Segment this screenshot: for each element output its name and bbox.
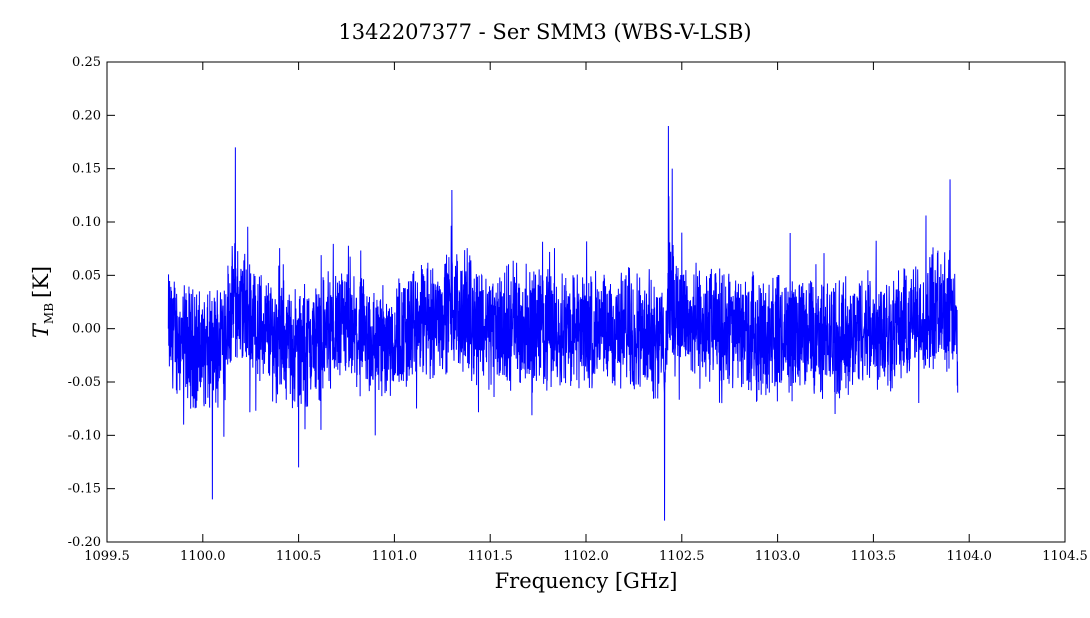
x-tick-label: 1101.5 — [467, 549, 513, 564]
x-tick-label: 1102.5 — [659, 549, 705, 564]
chart-title: 1342207377 - Ser SMM3 (WBS-V-LSB) — [338, 20, 751, 44]
x-tick-label: 1104.5 — [1042, 549, 1088, 564]
y-tick-label: -0.15 — [68, 482, 101, 497]
x-axis-ticks: 1099.5 1100.0 1100.5 1101.0 1101.5 1102.0 1102… — [84, 62, 1088, 564]
y-axis-ticks: -0.20 -0.15 -0.10 -0.05 0.00 0.05 0.10 0.15 0.20… — [68, 55, 1065, 550]
y-tick-label: 0.00 — [72, 322, 101, 337]
plot-area — [106, 61, 1066, 543]
x-tick-label: 1100.0 — [180, 549, 226, 564]
y-axis-subscript: MB — [42, 303, 56, 324]
x-tick-label: 1103.0 — [755, 549, 801, 564]
y-tick-label: 0.10 — [72, 215, 101, 230]
x-tick-label: 1104.0 — [946, 549, 992, 564]
y-tick-label: 0.25 — [72, 55, 101, 70]
y-axis-symbol: T — [29, 322, 53, 338]
x-tick-label: 1101.0 — [372, 549, 418, 564]
x-tick-label: 1099.5 — [84, 549, 130, 564]
x-tick-label: 1100.5 — [276, 549, 322, 564]
spectrum-line — [167, 125, 959, 521]
y-tick-label: -0.10 — [68, 428, 101, 443]
x-axis-label: Frequency [GHz] — [495, 569, 678, 593]
y-axis-label: TMB [K] — [29, 266, 56, 338]
y-tick-label: -0.20 — [68, 535, 101, 550]
x-tick-label: 1102.0 — [563, 549, 609, 564]
y-tick-label: 0.15 — [72, 162, 101, 177]
y-tick-label: -0.05 — [68, 375, 101, 390]
y-tick-label: 0.20 — [72, 108, 101, 123]
y-axis-unit: [K] — [29, 266, 53, 298]
y-tick-label: 0.05 — [72, 268, 101, 283]
x-tick-label: 1103.5 — [851, 549, 897, 564]
